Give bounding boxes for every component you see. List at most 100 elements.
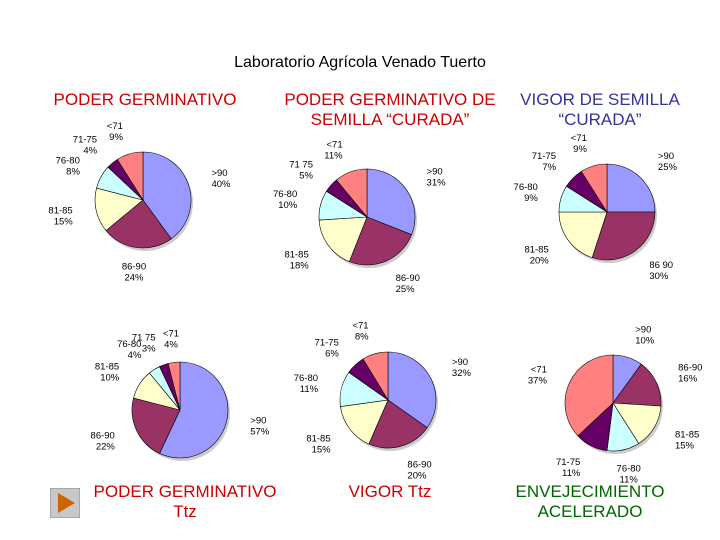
slice-label-76-80: 76-80 [56, 155, 80, 166]
slice-value-label: 32% [452, 368, 472, 379]
slice-label-71-75: 71-75 [73, 135, 97, 146]
slice-value-label: 6% [325, 348, 339, 359]
chart-heading-poder-germinativo: PODER GERMINATIVO [53, 90, 237, 109]
slice-label-76-80: 76-80 [294, 373, 318, 384]
slice-value-label: 5% [299, 170, 313, 181]
pie-slice-86-90 [368, 399, 428, 449]
slice-value-label: 15% [54, 217, 74, 228]
slice-value-label: 7% [542, 162, 556, 173]
chart-heading-envejecimiento-acelerado: ENVEJECIMIENTO ACELERADO [515, 482, 665, 521]
slice-label-86-90: 86-90 [122, 261, 146, 272]
slice-value-label: 15% [312, 445, 332, 456]
pie-slice-81-85 [340, 399, 389, 445]
pie-slice-86-90 [591, 211, 656, 261]
slice-value-label: 11% [324, 150, 343, 161]
slice-value-label: 16% [678, 373, 698, 384]
slice-label-gt90: >90 [635, 325, 651, 336]
slice-label-76-80: 76-80 [617, 463, 641, 474]
slice-value-label: 25% [658, 162, 678, 173]
slice-value-label: 11% [300, 384, 319, 395]
slice-value-label: 9% [109, 132, 123, 143]
slice-value-label: 9% [524, 193, 538, 204]
slice-value-label: 10% [635, 336, 655, 347]
slice-value-label: 40% [211, 179, 231, 190]
slice-label-lt71: <71 [326, 139, 342, 150]
slice-label-81-85: 81-85 [284, 249, 308, 260]
slice-value-label: 4% [164, 340, 178, 351]
slice-label-86-90: 86-90 [407, 459, 431, 470]
pie-slice-gt90 [159, 361, 229, 459]
play-arrow-icon[interactable] [50, 488, 80, 518]
slice-label-81-85: 81-85 [48, 206, 72, 217]
slice-label-71-75: 71-75 [315, 337, 339, 348]
slice-value-label: 4% [83, 146, 97, 157]
slice-value-label: 30% [649, 271, 669, 282]
page-title: Laboratorio Agrícola Venado Tuerto [234, 54, 486, 71]
slice-value-label: 20% [530, 255, 550, 266]
pie-chart-6: >9010%86-9016%81-8515%76-8011%71-7511%<7… [528, 325, 703, 486]
slice-value-label: 8% [66, 166, 80, 177]
slice-label-76-80: 76-80 [117, 339, 141, 350]
pie-slice-lt71 [167, 361, 181, 411]
slice-label-lt71: <71 [571, 133, 587, 144]
pie-slice-81-85 [318, 216, 368, 263]
slice-value-label: 24% [124, 272, 144, 283]
slice-label-gt90: >90 [427, 167, 443, 178]
pie-slice-81-85 [558, 211, 608, 259]
slice-label-86-90: 86-90 [396, 273, 420, 284]
slice-label-71-75: 71-75 [532, 151, 556, 162]
slice-value-label: 8% [355, 332, 369, 343]
slice-label-81-85: 81-85 [675, 430, 699, 441]
slice-value-label: 15% [675, 441, 695, 452]
slice-value-label: 10% [278, 200, 298, 211]
slice-label-gt90: >90 [250, 416, 266, 427]
slice-value-label: 22% [96, 442, 116, 453]
pie-slice-gt90 [606, 163, 656, 213]
slice-value-label: 20% [407, 470, 427, 481]
slice-value-label: 10% [100, 372, 120, 383]
slice-value-label: 11% [620, 474, 639, 485]
pie-slice-lt71 [116, 151, 144, 202]
slice-label-81-85: 81-85 [95, 361, 119, 372]
slice-label-gt90: >90 [658, 151, 674, 162]
slice-value-label: 4% [128, 350, 142, 361]
pie-slice-86-90 [131, 397, 181, 454]
slice-value-label: 11% [562, 468, 581, 479]
slice-label-lt71: <71 [531, 364, 547, 375]
slice-label-86-90: 86-90 [678, 362, 702, 373]
pie-slice-86-90 [105, 199, 172, 249]
slice-label-gt90: >90 [452, 357, 468, 368]
slice-value-label: 57% [250, 427, 270, 438]
slice-label-71-75: 71-75 [556, 457, 580, 468]
slice-label-76-80: 76-80 [514, 182, 538, 193]
slice-label-gt90: >90 [211, 168, 227, 179]
pie-slice-86-90 [348, 216, 413, 266]
slice-label-76-80: 76-80 [273, 189, 297, 200]
chart-heading-poder-germinativo-curada: PODER GERMINATIVO DE SEMILLA “CURADA” [284, 90, 496, 129]
pie-slice-86-90 [612, 363, 662, 407]
slice-value-label: 3% [142, 343, 156, 354]
slice-label-86-90: 86-90 [91, 431, 115, 442]
slice-value-label: 18% [290, 260, 310, 271]
pie-slice-lt71 [362, 351, 389, 402]
slice-label-lt71: <71 [163, 329, 179, 340]
pie-slice-lt71 [580, 163, 608, 214]
slice-label-lt71: <71 [352, 321, 368, 332]
chart-heading-poder-germinativo-ttz: PODER GERMINATIVO Ttz [93, 482, 277, 521]
slice-label-86-90: 86 90 [649, 260, 673, 271]
slice-value-label: 9% [573, 144, 587, 155]
slice-value-label: 31% [427, 178, 447, 189]
chart-heading-vigor-curada: VIGOR DE SEMILLA “CURADA” [520, 90, 680, 129]
pie-slice-lt71 [564, 354, 614, 437]
pie-slice-gt90 [366, 168, 416, 236]
chart-heading-vigor-ttz: VIGOR Ttz [348, 482, 432, 501]
slice-label-71-75: 71 75 [289, 159, 313, 170]
slice-value-label: 25% [396, 284, 416, 295]
slice-label-81-85: 81-85 [524, 244, 548, 255]
